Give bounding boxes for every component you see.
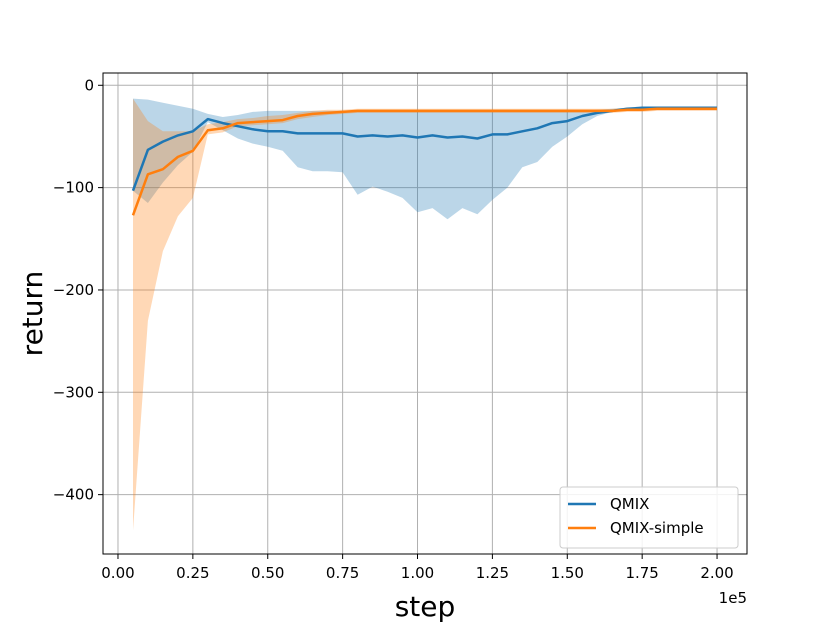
y-axis-label: return — [16, 271, 49, 357]
x-tick-label: 0.25 — [176, 564, 209, 582]
y-tick-label: −300 — [53, 383, 94, 401]
x-axis-label: step — [395, 590, 456, 623]
x-tick-label: 1.25 — [476, 564, 509, 582]
y-tick-label: 0 — [84, 76, 94, 94]
series-lines — [131, 106, 717, 216]
x-axis-offset-label: 1e5 — [719, 589, 747, 607]
x-tick-label: 0.50 — [251, 564, 284, 582]
x-tick-label: 1.75 — [625, 564, 658, 582]
legend-label: QMIX-simple — [610, 519, 704, 537]
legend: QMIX QMIX-simple — [559, 486, 739, 549]
confidence-bands — [133, 98, 717, 531]
x-tick-label: 0.75 — [326, 564, 359, 582]
y-tick-label: −100 — [53, 179, 94, 197]
legend-box — [559, 486, 739, 549]
x-tick-label: 2.00 — [700, 564, 733, 582]
y-tick-label: −200 — [53, 281, 94, 299]
y-tick-label: −400 — [53, 486, 94, 504]
x-tick-label: 1.00 — [401, 564, 434, 582]
x-tick-label: 0.00 — [101, 564, 134, 582]
series-band-qmix-simple — [133, 98, 717, 531]
grid-lines — [103, 73, 747, 554]
x-tick-label: 1.50 — [551, 564, 584, 582]
series-line-qmix-simple — [131, 107, 717, 216]
axis-ticks: 0.00 0.25 0.50 0.75 1.00 1.25 1.50 1.75 2.00 0 −10… — [53, 76, 734, 582]
legend-label: QMIX — [610, 495, 649, 513]
series-band-qmix — [133, 98, 717, 220]
plot-frame — [102, 72, 748, 555]
